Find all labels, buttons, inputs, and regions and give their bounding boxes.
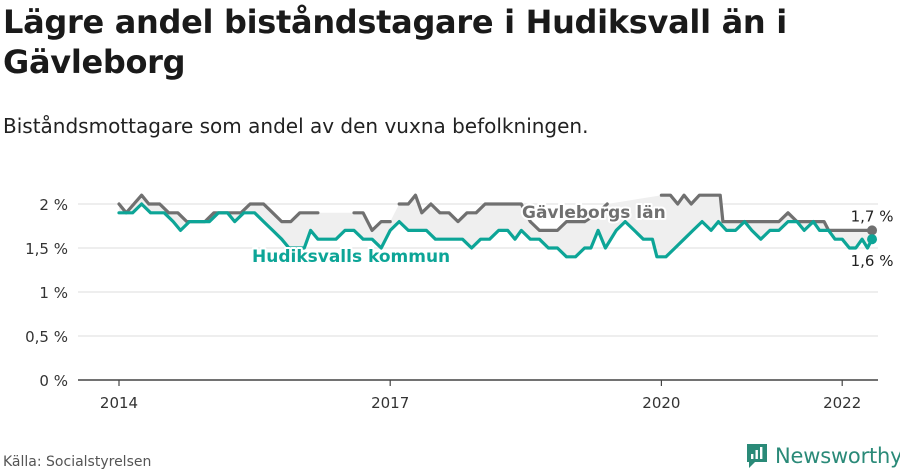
end-label-hudiksvall: 1,6 % — [851, 252, 894, 270]
series-label-gavleborg: Gävleborgs län — [522, 203, 666, 223]
end-label-gavleborg: 1,7 % — [851, 207, 894, 225]
end-point-hudiksvall — [867, 234, 878, 245]
source-note: Källa: Socialstyrelsen — [3, 454, 152, 470]
chart-labels: 0 % 0,5 % 1 % 1,5 % 2 % 2014 2017 2020 2022 1,7 %… — [25, 196, 895, 412]
x-tick-label: 2022 — [823, 394, 861, 412]
y-tick-label: 1,5 % — [25, 240, 68, 258]
brand-name: Newsworthy — [775, 444, 900, 468]
x-tick-label: 2017 — [371, 394, 409, 412]
end-point-gavleborg — [867, 225, 878, 236]
series-line-gavleborg — [117, 193, 874, 232]
grid-lines — [78, 203, 878, 386]
series-label-hudiksvall: Hudiksvalls kommun — [252, 247, 450, 267]
series-line-hudiksvall — [117, 202, 874, 259]
difference-area — [119, 195, 872, 257]
y-tick-label: 0,5 % — [25, 328, 68, 346]
brand-logo: Newsworthy — [745, 441, 900, 471]
x-tick-label: 2014 — [100, 394, 138, 412]
y-tick-label: 1 % — [39, 284, 68, 302]
x-tick-label: 2020 — [642, 394, 680, 412]
page-title: Lägre andel biståndstagare i Hudiksvall … — [3, 3, 787, 81]
y-tick-label: 0 % — [39, 372, 68, 390]
y-tick-label: 2 % — [39, 196, 68, 214]
series-lines — [117, 193, 878, 259]
page-subtitle: Biståndsmottagare som andel av den vuxna… — [3, 114, 589, 138]
difference-band — [119, 195, 872, 257]
newsworthy-logo-icon — [747, 444, 767, 468]
